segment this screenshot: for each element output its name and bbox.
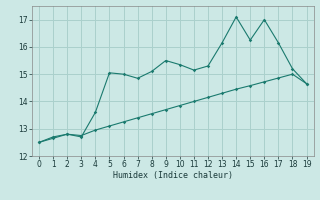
X-axis label: Humidex (Indice chaleur): Humidex (Indice chaleur) — [113, 171, 233, 180]
